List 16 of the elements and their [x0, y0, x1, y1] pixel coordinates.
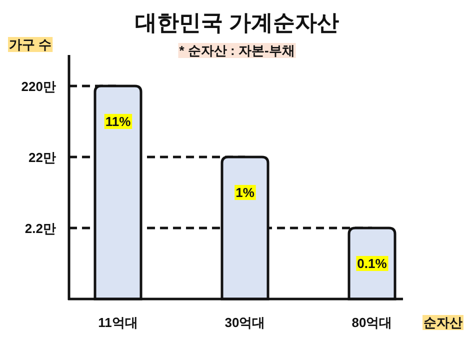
chart-subtitle: * 순자산 : 자본-부채	[179, 43, 295, 58]
y-tick-label: 22만	[28, 150, 56, 165]
annotation: 11%	[105, 114, 132, 129]
x-tick-label: 80억대	[352, 315, 392, 330]
bar: 0.1%	[348, 226, 396, 300]
annotation: 1%	[236, 184, 255, 200]
y-axis-title: 가구 수	[9, 37, 52, 52]
y-tick-label: 2.2만	[24, 220, 56, 236]
y-tick-label: 220만	[21, 78, 56, 94]
chart-title: 대한민국 가계순자산	[134, 10, 340, 35]
bar: 11%	[94, 84, 142, 300]
x-tick-label: 11억대	[98, 315, 138, 330]
x-tick-label: 30억대	[224, 315, 266, 330]
bar: 1%	[220, 156, 270, 300]
x-axis-title: 순자산	[424, 315, 462, 330]
annotation: 0.1%	[357, 256, 388, 271]
